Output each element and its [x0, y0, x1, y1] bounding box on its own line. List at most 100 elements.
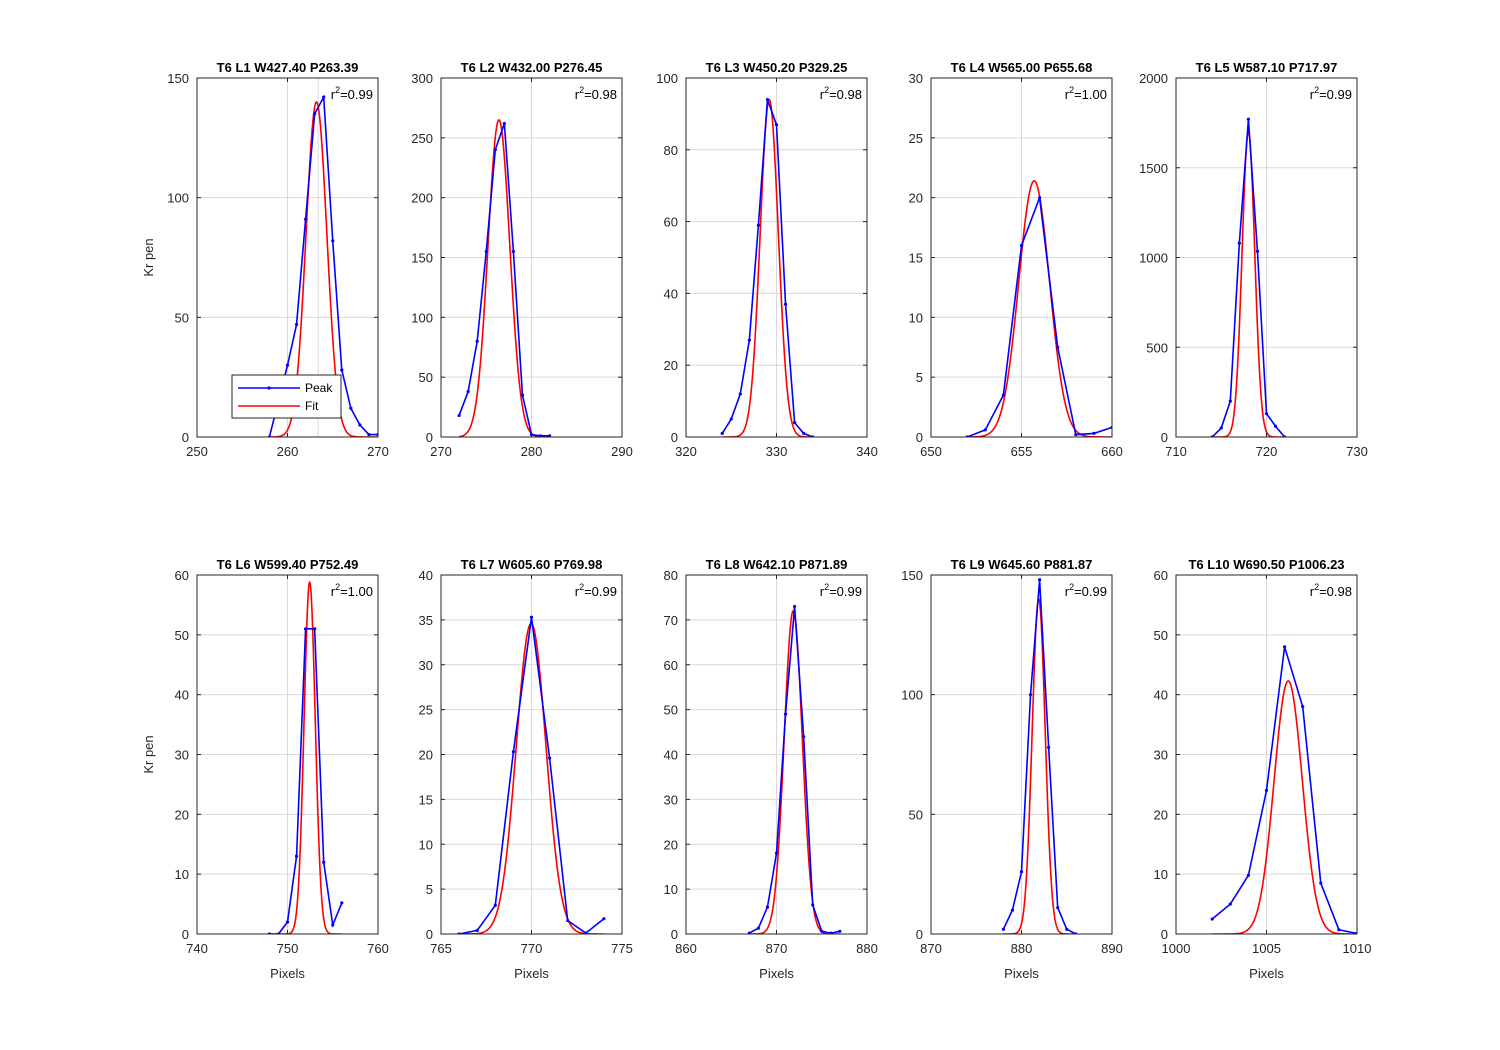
r-squared-value: =0.99 — [1074, 584, 1107, 599]
peak-point — [340, 368, 344, 372]
peak-point — [1001, 393, 1006, 397]
r-squared-value: =0.99 — [829, 584, 862, 599]
subplot-5: 710 720 730 0 500 1000 1500 2000 T6 L5 W587.10 P… — [1139, 60, 1368, 459]
y-tick-label: 0 — [916, 430, 923, 445]
y-tick-label: 60 — [664, 215, 678, 230]
peak-point — [811, 903, 815, 907]
x-axis-label: Pixels — [1004, 966, 1039, 981]
peak-point — [548, 434, 552, 437]
r-squared-r: r — [331, 584, 336, 599]
x-tick-label: 760 — [367, 941, 389, 956]
peak-point — [1273, 424, 1278, 428]
y-tick-label: 5 — [426, 882, 433, 897]
y-tick-label: 100 — [656, 71, 678, 86]
peak-point — [1092, 431, 1096, 436]
peak-point — [313, 112, 317, 116]
y-tick-label: 150 — [411, 251, 433, 266]
y-axis-label: Kr pen — [141, 735, 156, 773]
x-tick-label: 340 — [856, 444, 878, 459]
peak-point — [1028, 693, 1033, 697]
peak-point — [829, 931, 833, 934]
y-tick-label: 50 — [664, 703, 678, 718]
y-tick-label: 30 — [909, 71, 923, 86]
peak-point — [511, 249, 515, 254]
peak-point — [820, 929, 824, 933]
x-tick-label: 660 — [1101, 444, 1123, 459]
peak-point — [1246, 873, 1250, 877]
panel-title: T6 L2 W432.00 P276.45 — [461, 60, 603, 75]
peak-point — [802, 431, 806, 436]
x-tick-label: 870 — [920, 941, 942, 956]
y-tick-label: 20 — [175, 807, 189, 822]
peak-point — [548, 756, 552, 760]
subplot-1: 250 260 270 0 50 100 150 T6 L1 W427.40 P263.39 r… — [141, 60, 389, 459]
r-squared-r: r — [1310, 584, 1315, 599]
x-tick-label: 740 — [186, 941, 208, 956]
y-tick-label: 1500 — [1139, 161, 1168, 176]
peak-point — [783, 712, 788, 716]
x-axis-label: Pixels — [759, 966, 794, 981]
panel-title: T6 L8 W642.10 P871.89 — [706, 557, 848, 572]
panel-title: T6 L7 W605.60 P769.98 — [461, 557, 603, 572]
y-tick-label: 40 — [664, 286, 678, 301]
y-tick-label: 10 — [664, 882, 678, 897]
panel-title: T6 L3 W450.20 P329.25 — [706, 60, 848, 75]
r-squared-r: r — [1310, 87, 1315, 102]
y-tick-label: 1000 — [1139, 251, 1168, 266]
subplot-7: 765 770 775 0 5 10 15 20 25 30 35 40 T6 L7 W605.60 P… — [419, 557, 633, 981]
fit-curve — [459, 622, 604, 934]
peak-point — [1255, 249, 1260, 253]
r-squared-label: r2=0.98 — [1310, 582, 1352, 599]
peak-point — [294, 322, 299, 327]
peak-point — [774, 851, 779, 855]
peak-point — [1264, 412, 1269, 416]
peak-point — [1301, 705, 1305, 709]
subplot-8: 860 870 880 0 10 20 30 40 50 60 70 80 T6 L8 W642.10 … — [664, 557, 878, 981]
x-tick-label: 290 — [611, 444, 633, 459]
r-squared-r: r — [1065, 584, 1070, 599]
peak-point — [738, 392, 742, 396]
subplot-9: 870 880 890 0 50 100 150 T6 L9 W645.60 P881.87 r… — [901, 557, 1123, 981]
peak-point — [1056, 906, 1060, 910]
x-tick-label: 890 — [1101, 941, 1123, 956]
peak-point — [1038, 196, 1042, 200]
r-squared-label: r2=1.00 — [1065, 85, 1107, 102]
peak-point — [475, 928, 479, 933]
subplot-6: 740 750 760 0 10 20 30 40 50 60 T6 L6 W599.40 P752… — [141, 557, 389, 981]
x-tick-label: 330 — [766, 444, 788, 459]
plot-area — [457, 615, 606, 934]
r-squared-label: r2=0.99 — [331, 85, 373, 102]
peak-point — [1065, 927, 1069, 931]
peak-point — [484, 249, 488, 254]
y-tick-label: 10 — [909, 310, 923, 325]
r-squared-value: =1.00 — [1074, 87, 1107, 102]
y-tick-label: 30 — [1154, 748, 1168, 763]
r-squared-r: r — [575, 87, 580, 102]
peak-point — [1337, 928, 1341, 932]
y-tick-label: 0 — [1161, 927, 1168, 942]
y-tick-label: 60 — [664, 658, 678, 673]
subplot-3: 320 330 340 0 20 40 60 80 100 T6 L3 W450.20 P329.… — [656, 60, 878, 459]
r-squared-label: r2=0.99 — [1065, 582, 1107, 599]
peak-point — [1056, 345, 1060, 349]
x-axis-label: Pixels — [1249, 966, 1284, 981]
peak-point — [340, 901, 344, 905]
legend: Peak Fit — [231, 374, 342, 419]
legend-box — [231, 374, 342, 419]
x-tick-label: 750 — [277, 941, 299, 956]
y-tick-label: 2000 — [1139, 71, 1168, 86]
peak-point — [1246, 117, 1250, 121]
x-tick-label: 280 — [521, 444, 543, 459]
r-squared-value: =0.99 — [584, 584, 617, 599]
x-tick-label: 320 — [675, 444, 697, 459]
peak-point — [520, 393, 525, 397]
r-squared-exponent: 2 — [1069, 582, 1074, 592]
x-tick-label: 770 — [521, 941, 543, 956]
peak-point — [285, 920, 290, 924]
y-tick-label: 30 — [419, 658, 433, 673]
peak-point — [765, 905, 770, 909]
r-squared-value: =0.99 — [1319, 87, 1352, 102]
peak-point — [983, 428, 987, 432]
